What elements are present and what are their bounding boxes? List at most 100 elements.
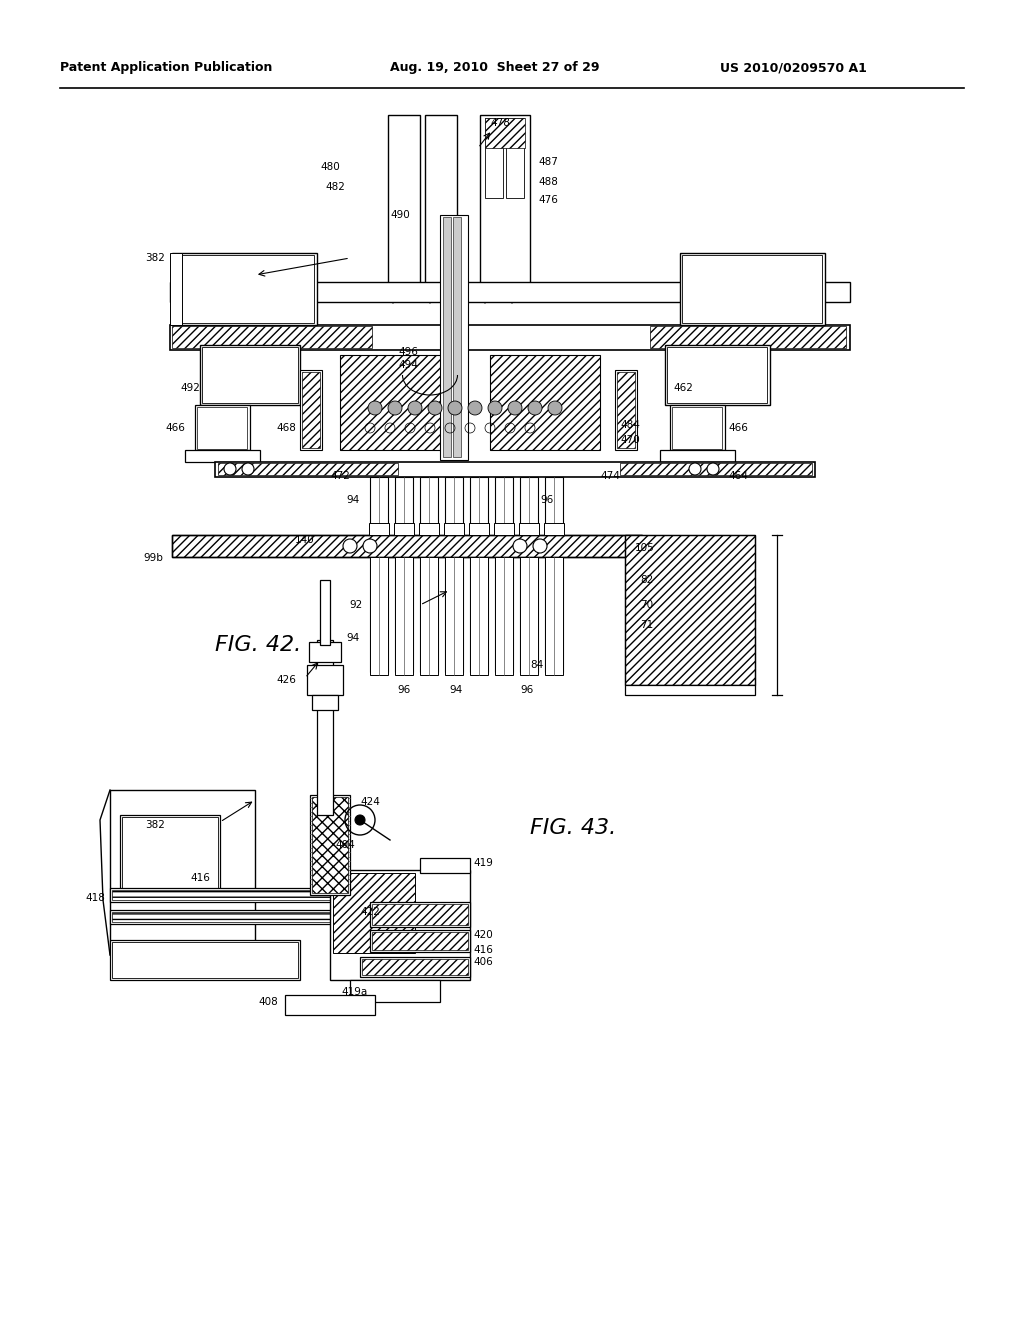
Bar	[520, 477, 538, 672]
Bar	[120, 814, 220, 895]
Bar	[670, 405, 725, 450]
Text: 496: 496	[398, 347, 418, 356]
Text: 140: 140	[295, 535, 315, 545]
Bar	[519, 523, 539, 535]
Bar	[485, 117, 525, 148]
Text: 472: 472	[330, 471, 350, 480]
Text: 487: 487	[538, 157, 558, 168]
Bar	[170, 282, 850, 302]
Bar	[302, 372, 319, 447]
Bar	[394, 523, 414, 535]
Bar	[470, 477, 488, 672]
Bar	[307, 665, 343, 696]
Text: 466: 466	[165, 422, 185, 433]
Text: 476: 476	[538, 195, 558, 205]
Text: 84: 84	[530, 660, 544, 671]
Bar	[545, 477, 563, 672]
Bar	[370, 902, 470, 927]
Text: 382: 382	[145, 820, 165, 830]
Bar	[440, 215, 468, 459]
Text: 422: 422	[360, 907, 380, 917]
Bar	[370, 477, 388, 672]
Circle shape	[707, 463, 719, 475]
Bar	[495, 557, 513, 675]
Bar	[319, 579, 330, 645]
Text: 419a: 419a	[342, 987, 368, 997]
Circle shape	[528, 401, 542, 414]
Bar	[309, 642, 341, 663]
Bar	[333, 873, 415, 953]
Text: 82: 82	[640, 576, 653, 585]
Text: 94: 94	[450, 685, 463, 696]
Text: 96: 96	[540, 495, 553, 506]
Text: 480: 480	[321, 162, 340, 172]
Bar	[195, 405, 250, 450]
Text: 466: 466	[728, 422, 748, 433]
Bar	[445, 557, 463, 675]
Circle shape	[428, 401, 442, 414]
Bar	[388, 115, 420, 300]
Text: 492: 492	[180, 383, 200, 393]
Text: 406: 406	[473, 957, 493, 968]
Text: 382: 382	[145, 253, 165, 263]
Bar	[170, 325, 850, 350]
Bar	[172, 535, 642, 557]
Bar	[420, 858, 470, 873]
Text: 462: 462	[673, 383, 693, 393]
Bar	[200, 345, 300, 405]
Bar	[172, 253, 317, 325]
Text: 478: 478	[490, 117, 510, 128]
Bar	[617, 372, 635, 447]
Bar	[620, 463, 812, 475]
Text: 490: 490	[390, 210, 410, 220]
Bar	[285, 995, 375, 1015]
Bar	[485, 117, 503, 198]
Text: 488: 488	[538, 177, 558, 187]
Bar	[185, 450, 260, 462]
Bar	[470, 557, 488, 675]
Bar	[660, 450, 735, 462]
Circle shape	[513, 539, 527, 553]
Text: 70: 70	[640, 601, 653, 610]
Bar	[372, 904, 468, 925]
Text: 416: 416	[473, 945, 493, 954]
Text: 464: 464	[728, 471, 748, 480]
Text: 470: 470	[621, 436, 640, 445]
Bar	[330, 870, 470, 979]
Bar	[667, 347, 767, 403]
Bar	[362, 960, 468, 975]
Circle shape	[343, 539, 357, 553]
Text: 494: 494	[398, 360, 418, 370]
Text: 96: 96	[520, 685, 534, 696]
Circle shape	[689, 463, 701, 475]
Bar	[494, 523, 514, 535]
Text: FIG. 43.: FIG. 43.	[530, 818, 616, 838]
Circle shape	[468, 401, 482, 414]
Bar	[310, 795, 350, 895]
Text: 105: 105	[635, 543, 654, 553]
Bar	[312, 797, 348, 894]
Bar	[506, 117, 524, 198]
Text: 474: 474	[600, 471, 620, 480]
Bar	[425, 115, 457, 300]
Bar	[172, 535, 642, 557]
Bar	[312, 696, 338, 710]
Bar	[197, 407, 247, 449]
Bar	[350, 979, 440, 1002]
Text: FIG. 42.: FIG. 42.	[215, 635, 301, 655]
Bar	[340, 355, 450, 450]
Bar	[395, 477, 413, 672]
Bar	[110, 789, 255, 954]
Text: 418: 418	[85, 894, 105, 903]
Bar	[665, 345, 770, 405]
Circle shape	[548, 401, 562, 414]
Bar	[420, 557, 438, 675]
Circle shape	[368, 401, 382, 414]
Bar	[170, 253, 182, 325]
Circle shape	[508, 401, 522, 414]
Bar	[480, 115, 530, 300]
Text: 99b: 99b	[143, 553, 163, 564]
Bar	[490, 355, 600, 450]
Text: 408: 408	[258, 997, 278, 1007]
Bar	[110, 888, 440, 902]
